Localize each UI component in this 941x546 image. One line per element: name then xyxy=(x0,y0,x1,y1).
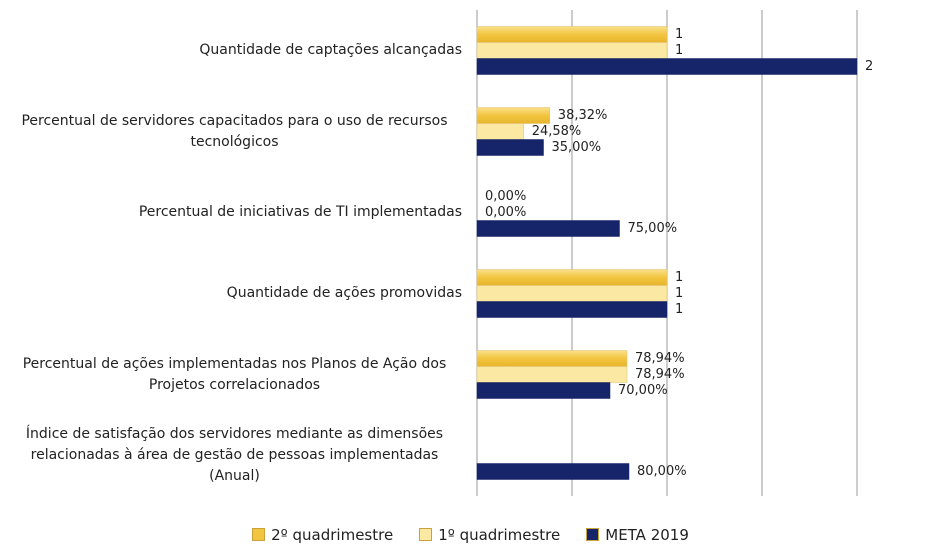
data-label: 35,00% xyxy=(552,140,602,155)
data-label: 24,58% xyxy=(532,124,582,139)
data-label: 0,00% xyxy=(485,205,526,220)
legend-item: 2º quadrimestre xyxy=(252,526,393,544)
bar xyxy=(476,123,524,140)
data-label: 0,00% xyxy=(485,189,526,204)
bar xyxy=(476,26,668,43)
data-label: 2 xyxy=(865,59,873,74)
bar xyxy=(476,58,858,75)
bar xyxy=(476,382,611,399)
legend-swatch xyxy=(586,528,600,541)
bar xyxy=(476,350,628,367)
data-label: 70,00% xyxy=(618,383,668,398)
legend-swatch xyxy=(252,528,266,541)
legend-label: META 2019 xyxy=(605,526,689,544)
legend-label: 1º quadrimestre xyxy=(438,526,561,544)
bar xyxy=(476,139,544,156)
category-label: Percentual de ações implementadas nos Pl… xyxy=(0,335,462,415)
bar xyxy=(476,42,668,59)
data-label: 78,94% xyxy=(635,351,685,366)
category-label: Quantidade de captações alcançadas xyxy=(0,11,462,91)
category-label: Índice de satisfação dos servidores medi… xyxy=(0,416,462,496)
legend-label: 2º quadrimestre xyxy=(271,526,394,544)
bar xyxy=(476,285,668,302)
data-label: 1 xyxy=(675,286,683,301)
category-text: Índice de satisfação dos servidores medi… xyxy=(25,426,444,484)
bar xyxy=(476,463,630,480)
bar xyxy=(476,220,620,237)
bar xyxy=(476,107,551,124)
data-label: 1 xyxy=(675,302,683,317)
category-label: Percentual de iniciativas de TI implemen… xyxy=(0,173,462,253)
category-label: Percentual de servidores capacitados par… xyxy=(0,92,462,172)
data-label: 1 xyxy=(675,270,683,285)
legend-swatch xyxy=(419,528,433,541)
category-text: Percentual de ações implementadas nos Pl… xyxy=(22,355,447,393)
data-label: 75,00% xyxy=(628,221,678,236)
category-label: Quantidade de ações promovidas xyxy=(0,254,462,334)
bar xyxy=(476,366,628,383)
category-text: Quantidade de ações promovidas xyxy=(226,285,462,301)
data-label: 80,00% xyxy=(637,464,687,479)
data-label: 38,32% xyxy=(558,108,608,123)
category-text: Quantidade de captações alcançadas xyxy=(199,42,462,58)
legend-item: META 2019 xyxy=(586,526,689,544)
category-text: Percentual de servidores capacitados par… xyxy=(21,112,448,150)
data-label: 1 xyxy=(675,43,683,58)
data-label: 1 xyxy=(675,27,683,42)
legend-item: 1º quadrimestre xyxy=(419,526,560,544)
bar xyxy=(476,301,668,318)
category-text: Percentual de iniciativas de TI implemen… xyxy=(138,204,462,220)
legend: 2º quadrimestre 1º quadrimestre META 2019 xyxy=(0,526,941,544)
bar xyxy=(476,269,668,286)
data-label: 78,94% xyxy=(635,367,685,382)
